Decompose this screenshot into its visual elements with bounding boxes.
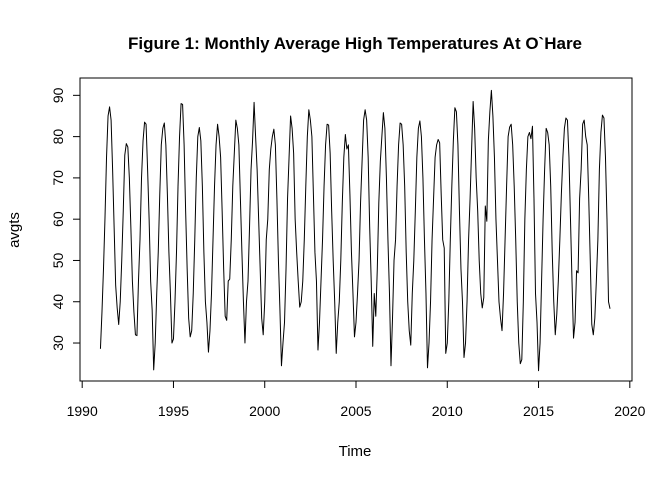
x-tick-label: 2020 [614, 403, 645, 419]
x-axis: 1990 1995 2000 2005 2010 2015 2020 [67, 380, 646, 419]
y-axis: 30 40 50 60 70 80 90 [50, 87, 81, 351]
x-tick-label: 2015 [523, 403, 554, 419]
x-tick-label: 2000 [249, 403, 280, 419]
x-tick-label: 2010 [432, 403, 463, 419]
y-tick-label: 70 [50, 170, 66, 186]
x-axis-label: Time [339, 443, 372, 460]
x-tick-label: 1990 [67, 403, 98, 419]
y-tick-label: 30 [50, 335, 66, 351]
y-tick-label: 60 [50, 211, 66, 227]
y-tick-label: 50 [50, 252, 66, 268]
y-tick-label: 40 [50, 294, 66, 310]
x-tick-label: 1995 [158, 403, 189, 419]
x-tick-label: 2005 [340, 403, 371, 419]
chart-title: Figure 1: Monthly Average High Temperatu… [128, 34, 582, 53]
series-line [99, 89, 611, 372]
y-tick-label: 80 [50, 129, 66, 145]
y-axis-label: avgts [6, 212, 23, 248]
y-tick-label: 90 [50, 87, 66, 103]
plot-frame [79, 77, 633, 382]
